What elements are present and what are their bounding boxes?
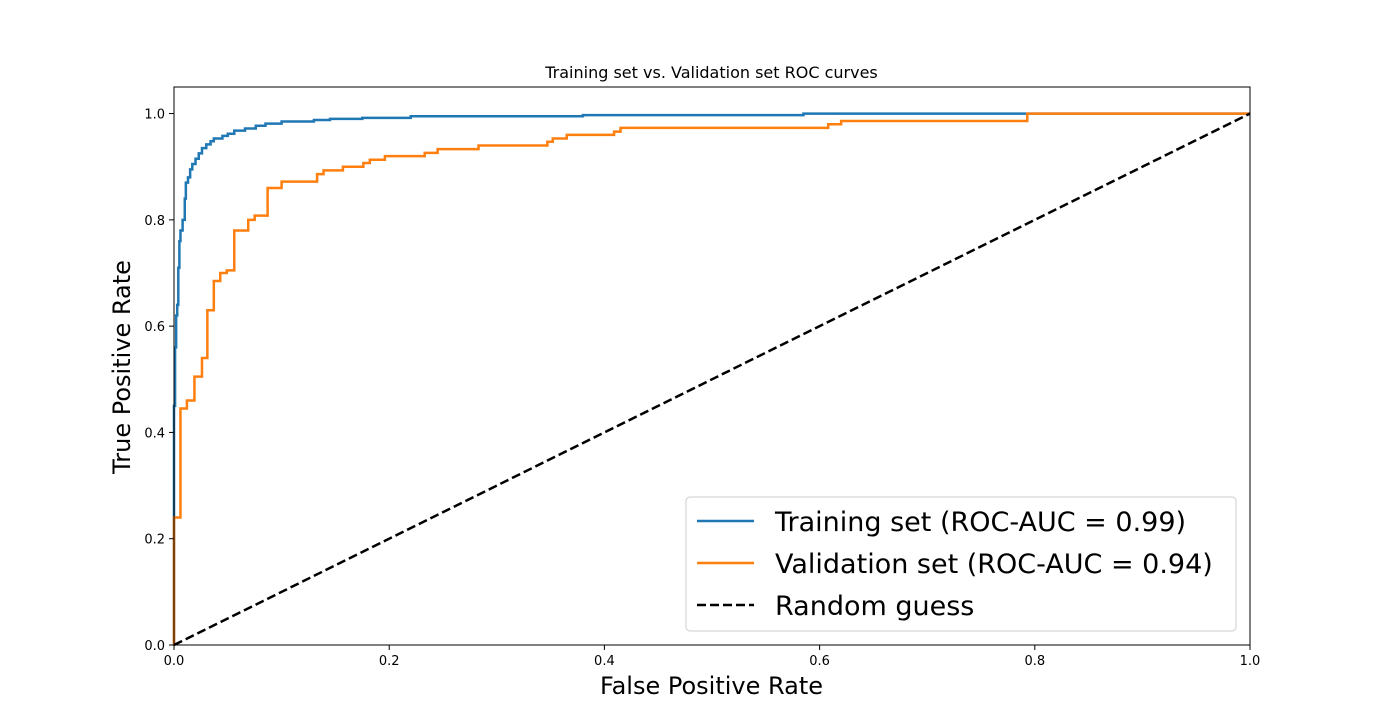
- x-tick-label: 0.4: [594, 654, 615, 669]
- y-tick-label: 0.2: [144, 533, 165, 548]
- axes-frame: [173, 86, 1251, 646]
- series-line-1: [172, 112, 1250, 645]
- y-axis-title: True Positive Rate: [108, 260, 136, 475]
- y-tick-label: 1.0: [144, 108, 165, 123]
- x-tick-label: 0.0: [164, 654, 185, 669]
- x-tick-label: 0.2: [379, 654, 400, 669]
- plot-area: 0.0 0.2 0.4 0.6 0.8 1.0 0.0 0.2 0.4 0.6 0.8 1.0: [144, 86, 1261, 669]
- x-axis-title: False Positive Rate: [600, 672, 823, 700]
- y-tick-label: 0.8: [144, 214, 165, 229]
- x-tick-label: 0.6: [809, 654, 830, 669]
- y-tick-label: 0.4: [144, 426, 165, 441]
- legend-label-2: Random guess: [775, 591, 974, 622]
- chart-title: Training set vs. Validation set ROC curv…: [544, 63, 878, 82]
- legend-label-0: Training set (ROC-AUC = 0.99): [774, 507, 1186, 538]
- legend-label-1: Validation set (ROC-AUC = 0.94): [775, 549, 1213, 580]
- y-tick-label: 0.6: [144, 320, 165, 335]
- x-tick-label: 0.8: [1024, 654, 1045, 669]
- x-tick-label: 1.0: [1240, 654, 1261, 669]
- series-line-2: [173, 112, 1251, 647]
- legend-frame: [685, 496, 1237, 632]
- series-line-0: [172, 112, 1250, 645]
- legend: Training set (ROC-AUC = 0.99) Validation …: [685, 496, 1237, 632]
- y-tick-label: 0.0: [144, 639, 165, 654]
